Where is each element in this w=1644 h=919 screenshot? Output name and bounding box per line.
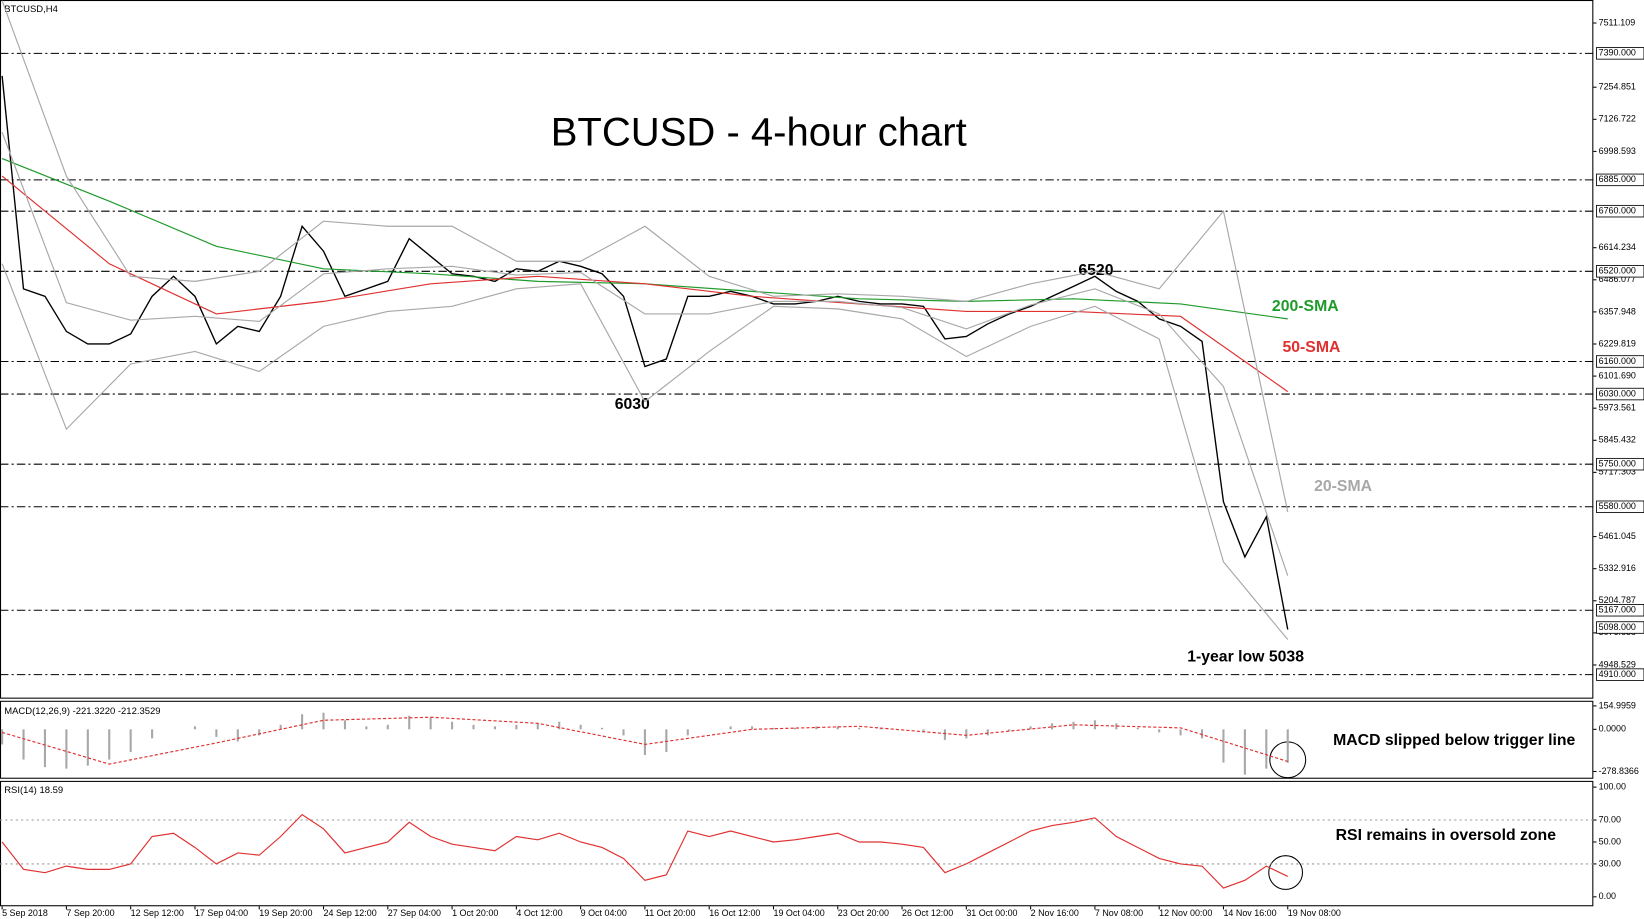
y-tick-label: 0.00 [1599, 891, 1616, 901]
level-label: 5167.000 [1599, 605, 1636, 615]
x-tick-label: 24 Sep 12:00 [324, 908, 377, 918]
y-tick-label: 30.00 [1599, 858, 1621, 868]
level-label: 6520.000 [1599, 266, 1636, 276]
y-tick-label: 5204.787 [1599, 595, 1636, 605]
price-label: 5098.000 [1599, 622, 1636, 632]
level-label: 4910.000 [1599, 669, 1636, 679]
x-tick-label: 26 Oct 12:00 [902, 908, 953, 918]
series-label: 200-SMA [1272, 298, 1339, 315]
y-tick-label: 6357.948 [1599, 306, 1636, 316]
level-label: 6160.000 [1599, 356, 1636, 366]
y-tick-label: 6229.819 [1599, 338, 1636, 348]
y-tick-label: 7254.851 [1599, 82, 1636, 92]
level-label: 5580.000 [1599, 501, 1636, 511]
x-tick-label: 4 Oct 12:00 [516, 908, 562, 918]
x-tick-label: 19 Sep 20:00 [259, 908, 312, 918]
y-tick-label: 0.0000 [1599, 724, 1626, 734]
x-tick-label: 19 Nov 08:00 [1288, 908, 1341, 918]
series-label: 50-SMA [1282, 339, 1340, 356]
x-tick-label: 12 Sep 12:00 [131, 908, 184, 918]
level-label: 6030.000 [1599, 388, 1636, 398]
x-tick-label: 11 Oct 20:00 [645, 908, 696, 918]
y-tick-label: 5717.303 [1599, 467, 1636, 477]
y-tick-label: 5461.045 [1599, 531, 1636, 541]
y-tick-label: -278.8366 [1599, 766, 1639, 776]
annotation: MACD slipped below trigger line [1333, 732, 1575, 749]
level-label: 5750.000 [1599, 459, 1636, 469]
x-tick-label: 5 Sep 2018 [2, 908, 48, 918]
y-tick-label: 70.00 [1599, 814, 1621, 824]
level-label: 6885.000 [1599, 174, 1636, 184]
annotation: RSI remains in oversold zone [1336, 827, 1557, 844]
y-tick-label: 5332.916 [1599, 563, 1636, 573]
x-tick-label: 12 Nov 00:00 [1159, 908, 1212, 918]
y-tick-label: 6998.593 [1599, 146, 1636, 156]
x-tick-label: 16 Oct 12:00 [709, 908, 760, 918]
rsi-title: RSI(14) 18.59 [4, 785, 63, 796]
x-tick-label: 19 Oct 04:00 [773, 908, 824, 918]
series-line [1, 175, 1289, 393]
macd-pane [0, 700, 1594, 779]
rsi-circle [1268, 855, 1304, 890]
x-tick-label: 27 Sep 04:00 [388, 908, 441, 918]
y-tick-label: 4948.529 [1599, 659, 1636, 669]
annotation: 6030 [615, 396, 650, 413]
y-tick-label: 100.00 [1599, 781, 1626, 791]
x-tick-label: 14 Nov 16:00 [1223, 908, 1276, 918]
x-tick-label: 7 Nov 08:00 [1095, 908, 1143, 918]
series-line [1, 0, 1289, 512]
series-line [1, 263, 1289, 640]
y-tick-label: 5845.432 [1599, 435, 1636, 445]
x-tick-label: 7 Sep 20:00 [66, 908, 114, 918]
y-tick-label: 6614.234 [1599, 242, 1636, 252]
x-tick-label: 2 Nov 16:00 [1031, 908, 1079, 918]
series-line [1, 75, 1289, 630]
y-tick-label: 7511.109 [1599, 17, 1636, 27]
series-label: 20-SMA [1314, 478, 1372, 495]
rsi-pane [0, 780, 1594, 907]
x-tick-label: 9 Oct 04:00 [581, 908, 627, 918]
series-line [1, 813, 1288, 889]
symbol: BTCUSD,H4 [4, 4, 58, 15]
x-tick-label: 17 Sep 04:00 [195, 908, 248, 918]
annotation: 6520 [1078, 262, 1113, 279]
annotation: 1-year low 5038 [1187, 649, 1304, 666]
x-tick-label: 31 Oct 00:00 [966, 908, 1017, 918]
y-tick-label: 6486.077 [1599, 274, 1636, 284]
y-tick-label: 50.00 [1599, 836, 1621, 846]
x-tick-label: 1 Oct 20:00 [452, 908, 498, 918]
series-line [1, 716, 1288, 765]
level-label: 7390.000 [1599, 48, 1636, 58]
x-tick-label: 23 Oct 20:00 [838, 908, 889, 918]
y-tick-label: 5973.561 [1599, 403, 1636, 413]
y-tick-label: 7126.722 [1599, 114, 1636, 124]
macd-title: MACD(12,26,9) -221.3220 -212.3529 [4, 706, 160, 717]
y-tick-label: 6101.690 [1599, 370, 1636, 380]
main-pane [0, 0, 1594, 699]
level-label: 6760.000 [1599, 206, 1636, 216]
series-line [1, 132, 1289, 576]
series-line [1, 158, 1288, 320]
chart-title: BTCUSD - 4-hour chart [551, 110, 967, 154]
y-tick-label: 154.9959 [1599, 700, 1636, 710]
